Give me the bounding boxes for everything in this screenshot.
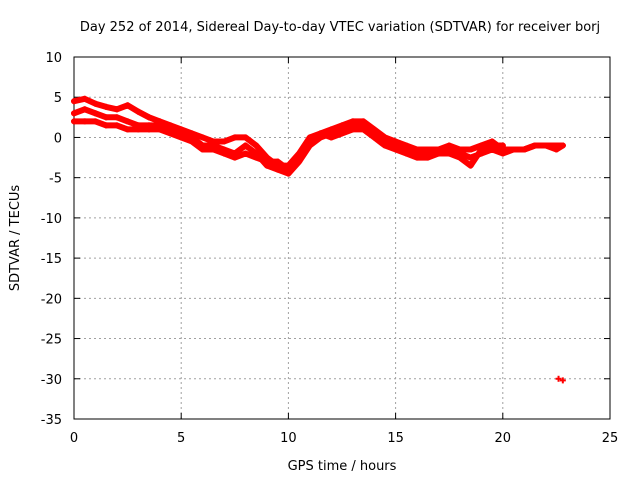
data-point	[231, 134, 238, 141]
data-point	[221, 138, 228, 145]
y-tick-label: 5	[54, 91, 62, 106]
x-tick-label: 25	[602, 431, 619, 446]
y-tick-label: 0	[54, 131, 62, 146]
data-point	[92, 110, 99, 117]
data-point	[188, 138, 195, 145]
data-point	[103, 103, 110, 110]
data-point	[510, 146, 517, 153]
data-point	[392, 146, 399, 153]
data-point	[253, 142, 260, 149]
data-point	[242, 134, 249, 141]
data-point	[113, 122, 120, 129]
grid	[74, 57, 610, 419]
data-point	[285, 166, 292, 173]
plot-frame	[73, 56, 611, 420]
data-point	[553, 146, 560, 153]
data-point	[253, 154, 260, 161]
y-tick-label: -15	[41, 252, 62, 267]
data-point	[71, 110, 77, 117]
data-point	[199, 146, 206, 153]
y-tick-label: -5	[49, 172, 62, 187]
y-tick-label: 10	[45, 51, 62, 66]
data-point	[231, 154, 238, 161]
data-point	[317, 130, 324, 137]
data-point	[242, 142, 249, 149]
data-point	[210, 146, 217, 153]
y-tick-label: -20	[41, 292, 62, 307]
data-point	[424, 154, 431, 161]
data-point	[81, 95, 88, 102]
data-point	[499, 142, 506, 149]
data-point	[296, 154, 303, 161]
data-point	[113, 106, 120, 113]
x-tick-label: 15	[387, 431, 404, 446]
data-point	[306, 138, 313, 145]
data-point	[113, 114, 120, 121]
y-tick-label: -35	[41, 413, 62, 428]
data-point	[274, 166, 281, 173]
data-point	[360, 126, 367, 133]
data-point	[478, 146, 485, 153]
data-point	[178, 134, 185, 141]
x-tick-label: 20	[495, 431, 512, 446]
data-point	[339, 130, 345, 137]
data-point	[489, 142, 496, 149]
data-point	[221, 150, 228, 157]
ticks: 0 5 10 15 20 25 -35 -30 -25 -20 -15 -10 -5 0 5 10	[41, 51, 619, 446]
x-tick-label: 0	[70, 431, 78, 446]
data-point	[555, 375, 562, 382]
data-point	[381, 142, 388, 149]
data-marks	[71, 95, 566, 384]
data-point	[371, 134, 378, 141]
data-point	[103, 114, 110, 121]
data-point	[456, 154, 463, 161]
data-point	[499, 150, 506, 157]
data-point	[92, 100, 99, 107]
data-point	[446, 150, 453, 157]
data-point	[71, 118, 77, 125]
data-point	[124, 118, 131, 125]
data-point	[328, 134, 335, 141]
data-point	[531, 142, 538, 149]
data-point	[521, 146, 528, 153]
data-point	[81, 118, 88, 125]
chart-title: Day 252 of 2014, Sidereal Day-to-day VTE…	[80, 20, 600, 35]
data-point	[274, 158, 281, 165]
data-point	[135, 108, 142, 115]
data-point	[146, 126, 153, 133]
y-tick-label: -10	[41, 212, 62, 227]
data-point	[263, 158, 270, 165]
data-point	[124, 126, 131, 133]
data-point	[467, 146, 474, 153]
data-point	[414, 154, 421, 161]
x-axis-label: GPS time / hours	[288, 459, 397, 474]
y-tick-label: -30	[41, 373, 62, 388]
data-point	[71, 98, 77, 105]
data-point	[103, 122, 110, 129]
data-point	[559, 142, 566, 149]
data-point	[435, 150, 442, 157]
y-tick-label: -25	[41, 333, 62, 348]
x-tick-label: 10	[280, 431, 297, 446]
data-point	[156, 126, 163, 133]
data-point	[124, 102, 131, 109]
x-tick-label: 5	[177, 431, 185, 446]
data-point	[146, 114, 153, 121]
data-point	[242, 150, 249, 157]
data-point	[167, 130, 174, 137]
data-point	[349, 126, 356, 133]
data-point	[542, 142, 549, 149]
data-point	[467, 162, 474, 169]
data-point	[135, 126, 142, 133]
y-axis-label: SDTVAR / TECUs	[8, 185, 23, 292]
data-point	[559, 377, 566, 384]
data-point	[199, 134, 206, 141]
data-point	[403, 150, 410, 157]
data-point	[81, 106, 88, 113]
data-point	[92, 118, 99, 125]
